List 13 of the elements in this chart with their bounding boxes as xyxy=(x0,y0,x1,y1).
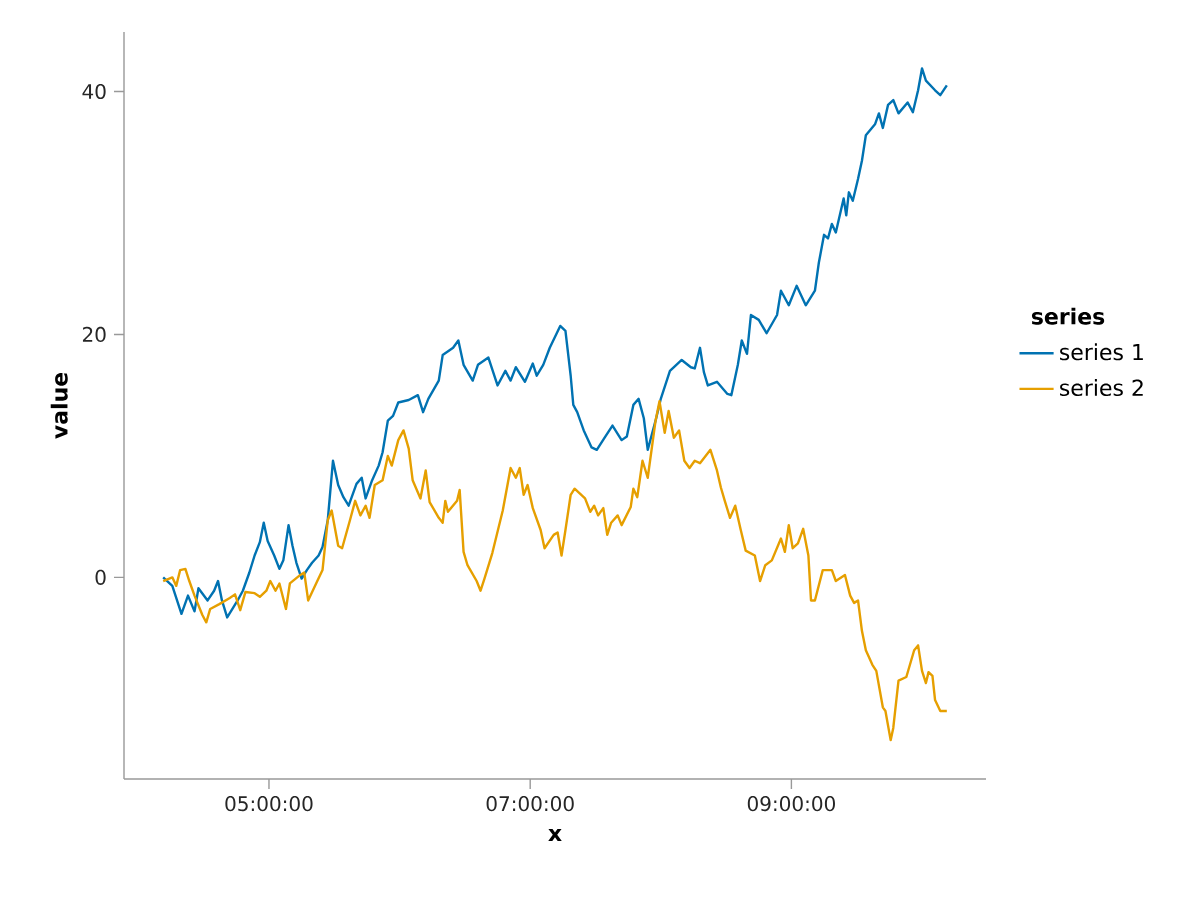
x-tick-label: 09:00:00 xyxy=(747,796,835,812)
line-series xyxy=(161,67,949,619)
x-tick-label: 05:00:00 xyxy=(225,796,313,812)
legend-label: series 1 xyxy=(1060,343,1143,361)
x-tick-label: 07:00:00 xyxy=(486,796,574,812)
x-axis-title: x xyxy=(548,828,562,841)
y-tick-label: 40 xyxy=(82,83,106,100)
legend-label: series 2 xyxy=(1060,379,1143,397)
line-series xyxy=(161,400,949,742)
legend-title: series xyxy=(1031,307,1105,325)
y-tick-label: 20 xyxy=(82,326,106,342)
y-axis-title: value xyxy=(50,372,68,439)
y-tick-label: 0 xyxy=(95,569,106,585)
